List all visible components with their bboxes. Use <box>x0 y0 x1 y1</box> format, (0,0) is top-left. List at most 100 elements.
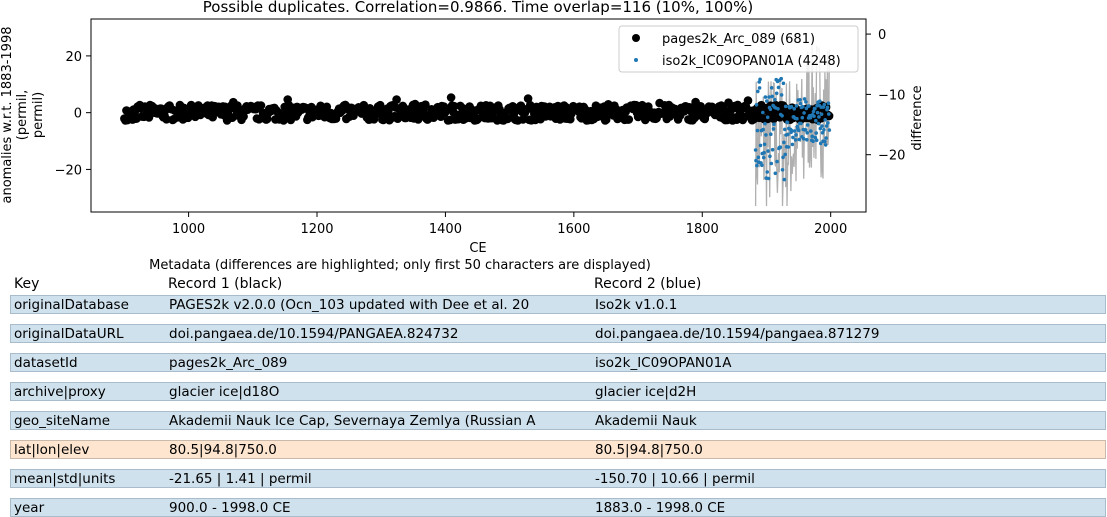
series2-point <box>826 101 831 105</box>
series2-point <box>769 132 773 136</box>
series2-point <box>805 138 809 142</box>
series2-point <box>811 109 816 114</box>
y-tick-label: 0 <box>74 107 82 122</box>
x-tick-label: 1200 <box>300 222 333 237</box>
series2-point <box>765 99 769 103</box>
cell-record1: 900.0 - 1998.0 CE <box>169 500 291 516</box>
series2-point <box>782 140 786 145</box>
legend-label-series1: pages2k_Arc_089 (681) <box>662 32 815 47</box>
table-row: originalDataURL doi.pangaea.de/10.1594/PA… <box>10 324 1106 343</box>
series2-point <box>822 102 827 107</box>
header-record1: Record 1 (black) <box>168 276 283 292</box>
cell-key: year <box>14 500 45 516</box>
series2-point <box>827 128 832 132</box>
series2-point <box>755 128 760 133</box>
series2-point <box>792 129 797 133</box>
series2-point <box>756 155 761 160</box>
series2-point <box>816 121 821 126</box>
series1-point <box>644 102 653 111</box>
series2-point <box>805 131 809 135</box>
series2-point <box>823 118 827 122</box>
series2-point <box>764 133 768 137</box>
series2-point <box>796 128 801 133</box>
series2-point <box>757 86 762 90</box>
series2-point <box>804 100 808 104</box>
table-row: archive|proxy glacier ice|d18O glacier ice… <box>10 382 1106 401</box>
series1-point <box>446 93 456 102</box>
cell-key: datasetId <box>14 355 78 371</box>
series1-point <box>162 115 171 124</box>
series2-point <box>798 98 802 102</box>
cell-record2: doi.pangaea.de/10.1594/pangaea.871279 <box>595 326 880 342</box>
cell-key: originalDatabase <box>14 297 129 313</box>
series2-point <box>763 95 768 99</box>
legend-marker-black <box>632 34 640 42</box>
series2-point <box>773 97 777 102</box>
series2-point <box>790 142 795 147</box>
table-row: mean|std|units -21.65 | 1.41 | permil -150… <box>10 469 1106 488</box>
header-key: Key <box>14 276 40 292</box>
y2-tick-label: −10 <box>878 88 905 103</box>
series2-point <box>779 76 783 81</box>
cell-record2: Akademii Nauk <box>595 413 697 429</box>
comparison-chart: Possible duplicates. Correlation=0.9866.… <box>0 0 925 256</box>
cell-record1: glacier ice|d18O <box>169 384 280 400</box>
cell-key: geo_siteName <box>14 413 111 429</box>
series1-point <box>256 101 266 110</box>
series2-point <box>801 104 805 109</box>
cell-record1: doi.pangaea.de/10.1594/PANGAEA.824732 <box>169 326 459 342</box>
series2-point <box>824 124 829 128</box>
cell-key: mean|std|units <box>14 471 116 487</box>
series2-point <box>793 138 798 142</box>
series2-point <box>818 141 823 146</box>
table-row: originalDatabase PAGES2k v2.0.0 (Ocn_103 … <box>10 295 1106 314</box>
series2-point <box>756 89 760 94</box>
x-tick-label: 1600 <box>557 222 590 237</box>
series1-point <box>392 95 401 104</box>
series2-point <box>798 101 803 106</box>
series2-point <box>817 115 821 119</box>
y-axis-label-line3: permil) <box>31 92 46 138</box>
series2-point <box>765 170 769 174</box>
series2-point <box>799 121 803 126</box>
series1-point <box>824 111 834 121</box>
cell-record1: pages2k_Arc_089 <box>169 355 288 371</box>
series2-point <box>813 106 817 111</box>
series2-point <box>826 121 830 125</box>
series2-point <box>802 97 807 101</box>
legend-box <box>618 25 859 73</box>
cell-record1: -21.65 | 1.41 | permil <box>169 471 312 487</box>
series2-point <box>827 112 831 116</box>
series2-point <box>813 135 818 140</box>
x-tick-label: 1400 <box>429 222 462 237</box>
series2-point <box>761 110 765 115</box>
series2-point <box>765 115 770 120</box>
series2-point <box>815 110 820 115</box>
y-tick-label: 20 <box>65 50 82 65</box>
series2-point <box>822 128 826 132</box>
series2-point <box>810 134 814 139</box>
series2-point <box>823 143 828 147</box>
series2-point <box>754 103 759 107</box>
series2-point <box>809 129 813 133</box>
series2-point <box>766 176 771 181</box>
series2-point <box>758 143 763 148</box>
series2-point <box>800 115 805 120</box>
series2-point <box>758 77 762 82</box>
series1-point <box>518 115 528 124</box>
series2-point <box>819 112 824 116</box>
series2-point <box>825 105 830 110</box>
series1-point <box>449 101 459 111</box>
series2-point <box>768 154 772 159</box>
series1-point <box>322 102 332 112</box>
cell-key: archive|proxy <box>14 384 106 400</box>
cell-record2: -150.70 | 10.66 | permil <box>595 471 755 487</box>
series2-point <box>812 114 816 118</box>
series2-point <box>772 122 776 126</box>
series1-point <box>421 100 430 109</box>
y-axis-label-line1: anomalies w.r.t. 1883-1998 <box>0 27 15 204</box>
series2-point <box>774 91 779 96</box>
cell-record1: 80.5|94.8|750.0 <box>169 442 277 458</box>
cell-key: lat|lon|elev <box>14 442 90 458</box>
series2-point <box>761 127 765 132</box>
